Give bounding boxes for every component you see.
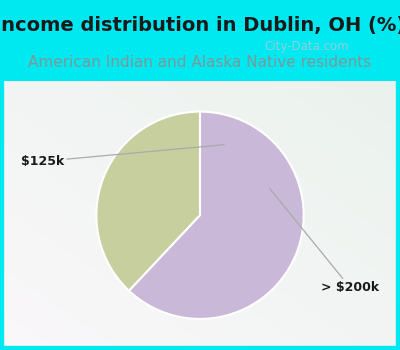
Text: > $200k: > $200k bbox=[270, 189, 379, 294]
Text: $125k: $125k bbox=[21, 145, 224, 168]
Text: City-Data.com: City-Data.com bbox=[265, 40, 349, 53]
Wedge shape bbox=[96, 112, 200, 291]
Text: Income distribution in Dublin, OH (%): Income distribution in Dublin, OH (%) bbox=[0, 16, 400, 35]
Wedge shape bbox=[129, 112, 304, 319]
Text: American Indian and Alaska Native residents: American Indian and Alaska Native reside… bbox=[28, 55, 372, 70]
